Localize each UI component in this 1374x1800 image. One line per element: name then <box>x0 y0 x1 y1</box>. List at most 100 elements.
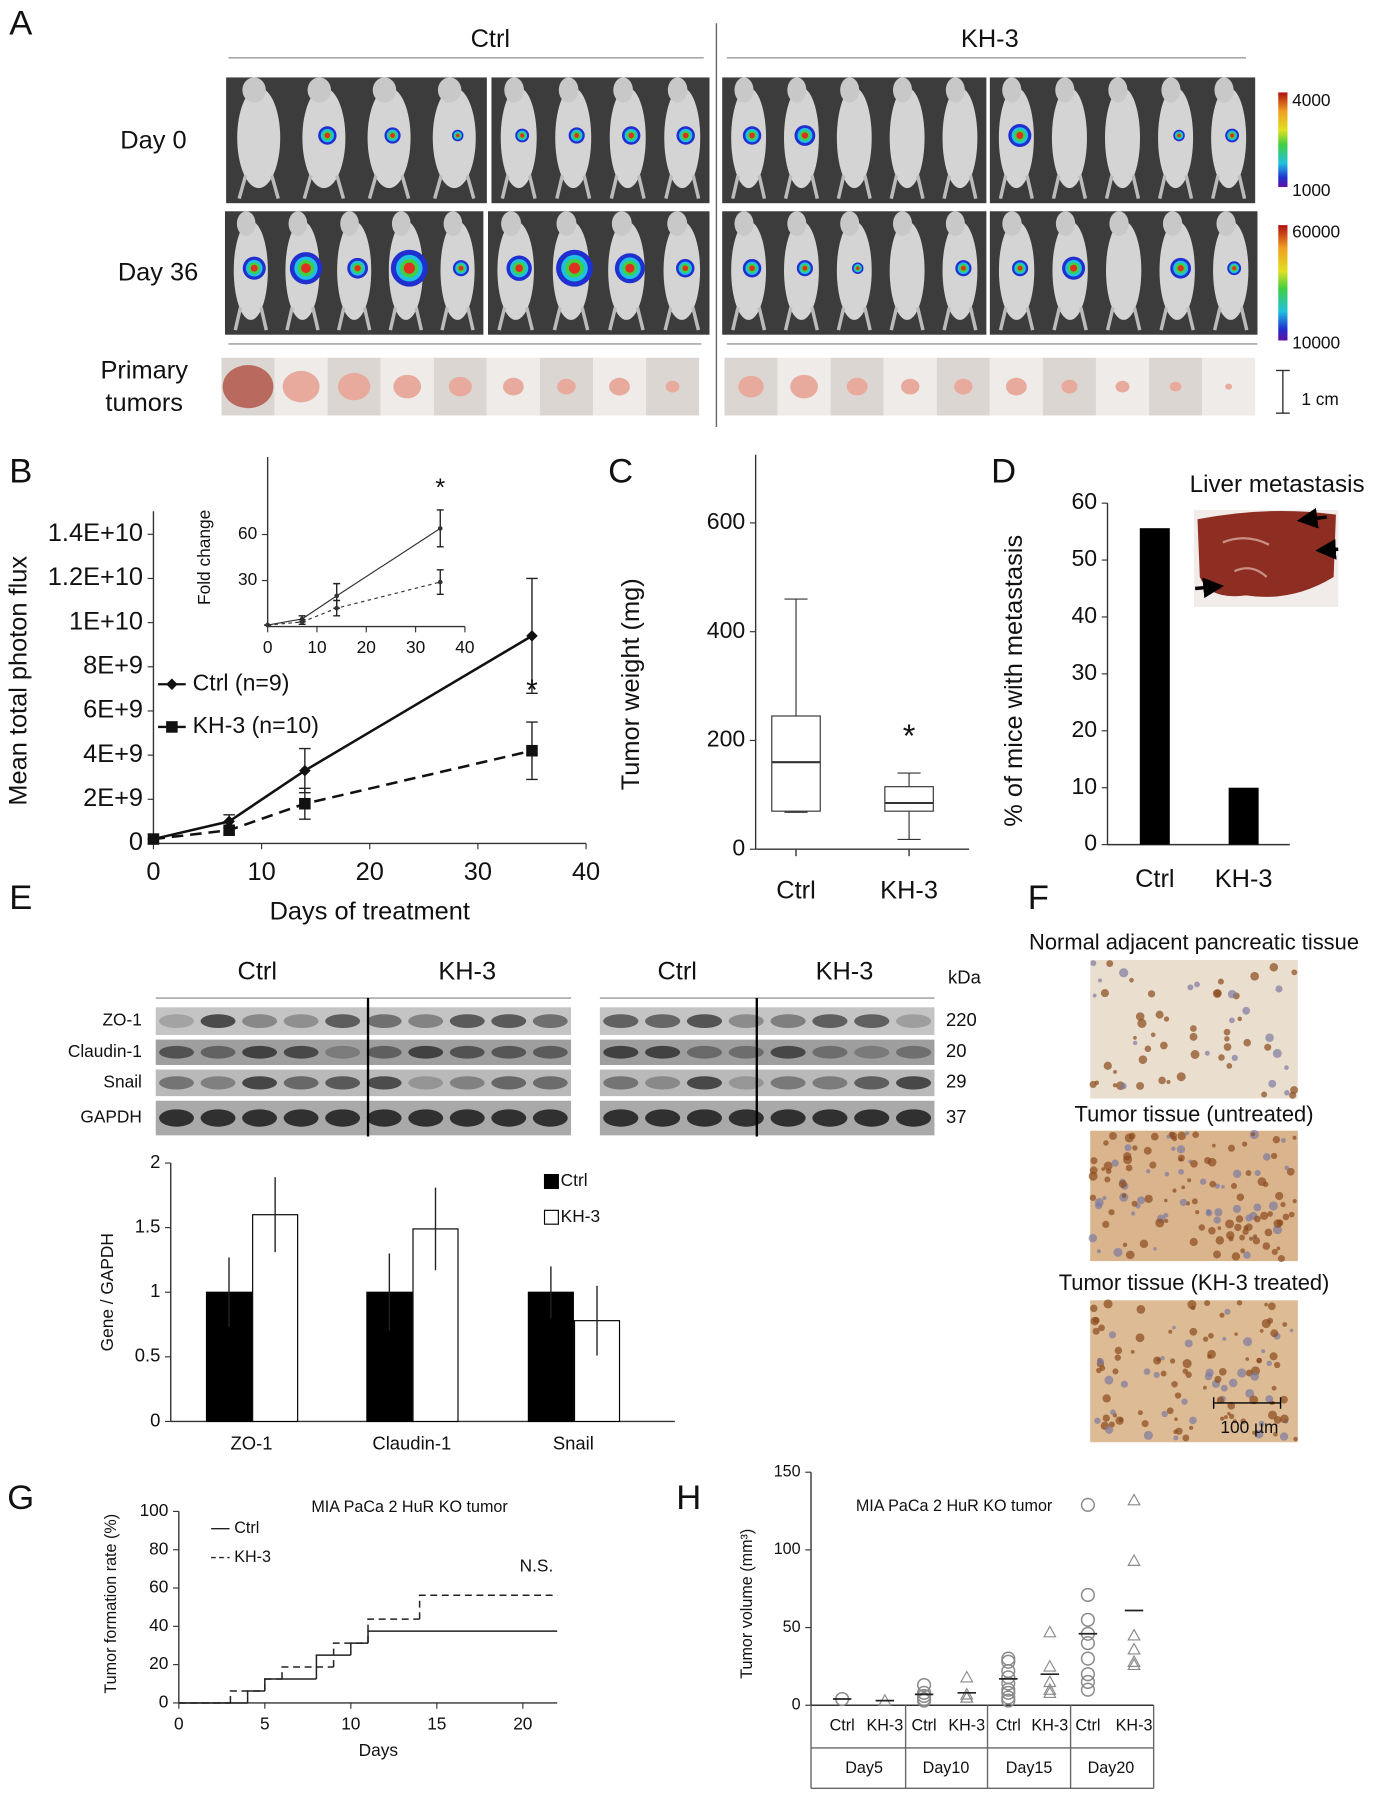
signal <box>1177 265 1184 272</box>
nucleus <box>1217 1226 1222 1230</box>
nucleus <box>1264 1043 1272 1051</box>
step-segment <box>418 1594 558 1620</box>
nucleus <box>1171 1146 1176 1152</box>
mouse-leg <box>942 175 952 199</box>
nucleus <box>1147 990 1156 998</box>
nucleus <box>1245 1223 1253 1231</box>
blot-band <box>854 1109 890 1127</box>
nucleus <box>1279 1432 1289 1441</box>
mouse-head <box>667 77 688 103</box>
nucleus <box>1289 1328 1294 1333</box>
nucleus <box>1190 1025 1197 1032</box>
nucleus <box>1291 969 1298 976</box>
blot-group-label: KH-3 <box>816 957 874 985</box>
nucleus <box>1150 1032 1156 1038</box>
nucleus <box>1113 1069 1118 1074</box>
nucleus <box>1273 1416 1282 1424</box>
nucleus <box>1172 1136 1178 1142</box>
nucleus <box>1204 1156 1212 1165</box>
y-tick-label: 60 <box>238 523 257 543</box>
mouse-leg <box>1237 175 1247 199</box>
tumor <box>954 378 973 395</box>
blot-band <box>532 1014 568 1029</box>
nucleus <box>1108 1331 1117 1339</box>
mouse-head <box>340 211 359 236</box>
nucleus <box>1131 1211 1136 1216</box>
y-tick-label: 0 <box>1084 830 1097 856</box>
mouse-head <box>787 77 807 103</box>
nucleus <box>1160 1370 1167 1377</box>
mouse-leg <box>889 175 899 199</box>
nucleus <box>1271 1385 1277 1391</box>
nucleus <box>1111 1159 1119 1167</box>
mouse-leg <box>863 175 872 199</box>
nucleus <box>1207 1354 1212 1359</box>
mouse-head <box>242 77 266 103</box>
mouse-leg <box>1078 175 1088 199</box>
nucleus <box>1254 1169 1261 1177</box>
mouse-leg <box>731 307 740 331</box>
mouse-leg <box>1157 175 1167 199</box>
mouse-head <box>945 211 965 236</box>
signal <box>403 262 415 274</box>
nucleus <box>1096 1249 1101 1254</box>
mouse-leg <box>388 307 398 331</box>
nucleus <box>1280 1395 1288 1404</box>
nucleus <box>1144 1194 1153 1203</box>
liver <box>1197 510 1336 597</box>
signal <box>568 262 581 274</box>
mouse-head <box>1162 211 1183 236</box>
nucleus <box>1090 1316 1099 1326</box>
nucleus <box>1218 1367 1227 1376</box>
legend-label: KH-3 (n=10) <box>193 712 319 738</box>
nucleus <box>1124 1144 1132 1152</box>
nucleus <box>1112 1368 1119 1375</box>
size-label: 220 <box>946 1009 977 1030</box>
data-point <box>1127 1654 1141 1667</box>
nucleus <box>1103 1161 1113 1171</box>
mouse-leg <box>555 175 565 199</box>
blot-band <box>770 1045 806 1059</box>
y-axis-title: Mean total photon flux <box>4 556 32 806</box>
data-point <box>223 824 235 836</box>
blot-band <box>603 1014 639 1029</box>
y-tick-label: 80 <box>149 1538 168 1558</box>
blot-band <box>603 1076 639 1090</box>
size-label: 29 <box>946 1071 967 1092</box>
legend-label: Ctrl <box>234 1519 259 1537</box>
nucleus <box>1110 1409 1116 1416</box>
blot-band <box>283 1076 319 1090</box>
data-point <box>1043 1682 1057 1695</box>
blot-band <box>242 1109 278 1127</box>
nucleus <box>1092 1327 1100 1335</box>
blot-band <box>366 1045 402 1059</box>
x-tick-label: 0 <box>174 1713 184 1733</box>
nucleus <box>1257 1177 1267 1186</box>
blot-band <box>449 1076 485 1090</box>
mouse-leg <box>968 175 978 199</box>
panel-letter: C <box>608 452 633 490</box>
blot-group-label: Ctrl <box>238 957 277 985</box>
nucleus <box>1198 1224 1206 1231</box>
mouse <box>889 221 925 320</box>
mouse-leg <box>237 175 248 200</box>
nucleus <box>1230 1182 1238 1190</box>
nucleus <box>1268 1079 1277 1088</box>
x-tick-label: 5 <box>260 1713 270 1733</box>
data-point <box>437 579 443 585</box>
mouse-leg <box>336 307 346 331</box>
nucleus <box>1260 1211 1269 1220</box>
mouse-leg <box>783 175 793 199</box>
unit-label: kDa <box>948 966 982 987</box>
nucleus <box>1160 1355 1165 1361</box>
nucleus <box>1090 960 1097 967</box>
nucleus <box>1090 1157 1098 1165</box>
mouse-leg <box>270 175 280 200</box>
blot-band <box>728 1014 764 1029</box>
nucleus <box>1088 1171 1098 1181</box>
nucleus <box>1249 1395 1259 1405</box>
arrow <box>1195 577 1225 599</box>
mouse-leg <box>367 175 378 200</box>
signal <box>1070 264 1078 272</box>
arrow <box>1296 507 1327 529</box>
